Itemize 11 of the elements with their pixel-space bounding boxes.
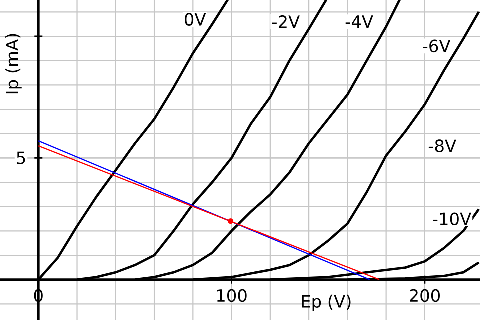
y-axis-title: Ip (mA)	[6, 34, 22, 94]
annotation: 5	[17, 152, 26, 164]
x-axis-title: Ep (V)	[302, 294, 351, 312]
annotation: -8V	[428, 140, 456, 152]
annotation: -4V	[346, 16, 374, 28]
annotation: -10V	[433, 212, 472, 226]
x-tick-label: 200	[410, 289, 440, 302]
annotation: 0V	[185, 13, 206, 26]
annotation: -6V	[423, 40, 451, 53]
annotation: -2V	[272, 16, 300, 28]
x-tick-label: 100	[217, 289, 247, 302]
